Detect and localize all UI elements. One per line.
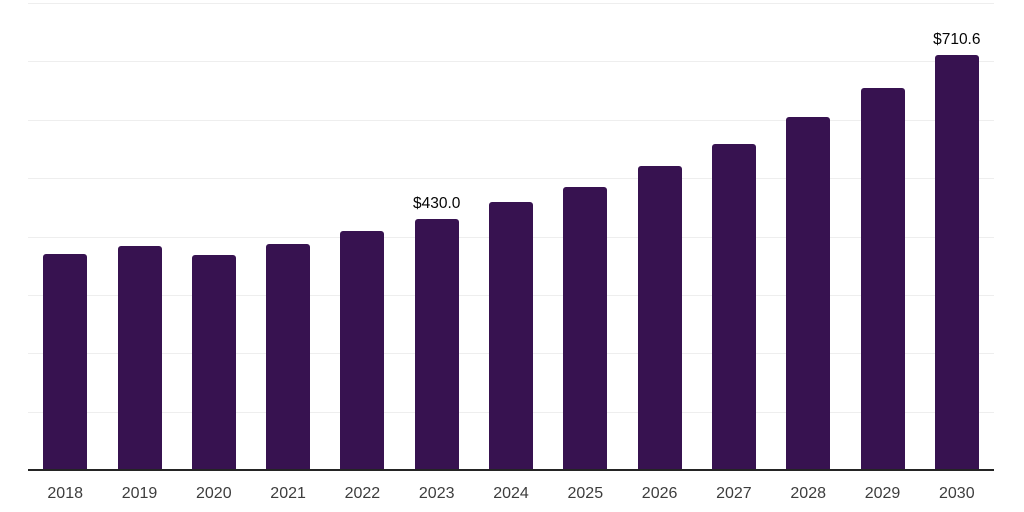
gridline xyxy=(28,61,994,63)
x-tick-label: 2025 xyxy=(567,485,604,502)
bar-2023 xyxy=(414,219,459,470)
bar-data-label: $430.0 xyxy=(412,195,461,212)
bar-2028 xyxy=(786,117,831,470)
bar-2022 xyxy=(340,231,385,470)
bar-2019 xyxy=(117,246,162,470)
x-tick-label: 2022 xyxy=(344,485,381,502)
gridline xyxy=(28,3,994,4)
x-tick-label: 2024 xyxy=(493,485,529,502)
x-axis-line xyxy=(28,469,994,471)
bar-2024 xyxy=(489,202,533,470)
x-tick-label: 2030 xyxy=(939,485,975,502)
x-tick-label: 2028 xyxy=(790,485,826,502)
bar-2030 xyxy=(934,55,979,470)
bar-data-label: $710.6 xyxy=(933,31,981,49)
x-tick-label: 2020 xyxy=(196,485,232,502)
x-tick-label: 2027 xyxy=(716,485,752,502)
gridline xyxy=(28,119,994,121)
bar-2021 xyxy=(266,243,311,470)
x-tick-label: 2018 xyxy=(47,485,83,502)
bar-2026 xyxy=(637,166,682,470)
x-tick-label: 2021 xyxy=(270,485,306,502)
bar-2020 xyxy=(191,255,236,470)
x-tick-label: 2019 xyxy=(121,485,158,502)
x-tick-label: 2026 xyxy=(641,485,678,502)
bar-2025 xyxy=(563,186,608,470)
bar-2018 xyxy=(43,254,88,470)
bar-2027 xyxy=(711,143,756,470)
x-tick-label: 2029 xyxy=(864,485,901,502)
gridline xyxy=(28,178,994,180)
x-tick-label: 2023 xyxy=(418,485,455,502)
bar-2029 xyxy=(860,87,905,470)
